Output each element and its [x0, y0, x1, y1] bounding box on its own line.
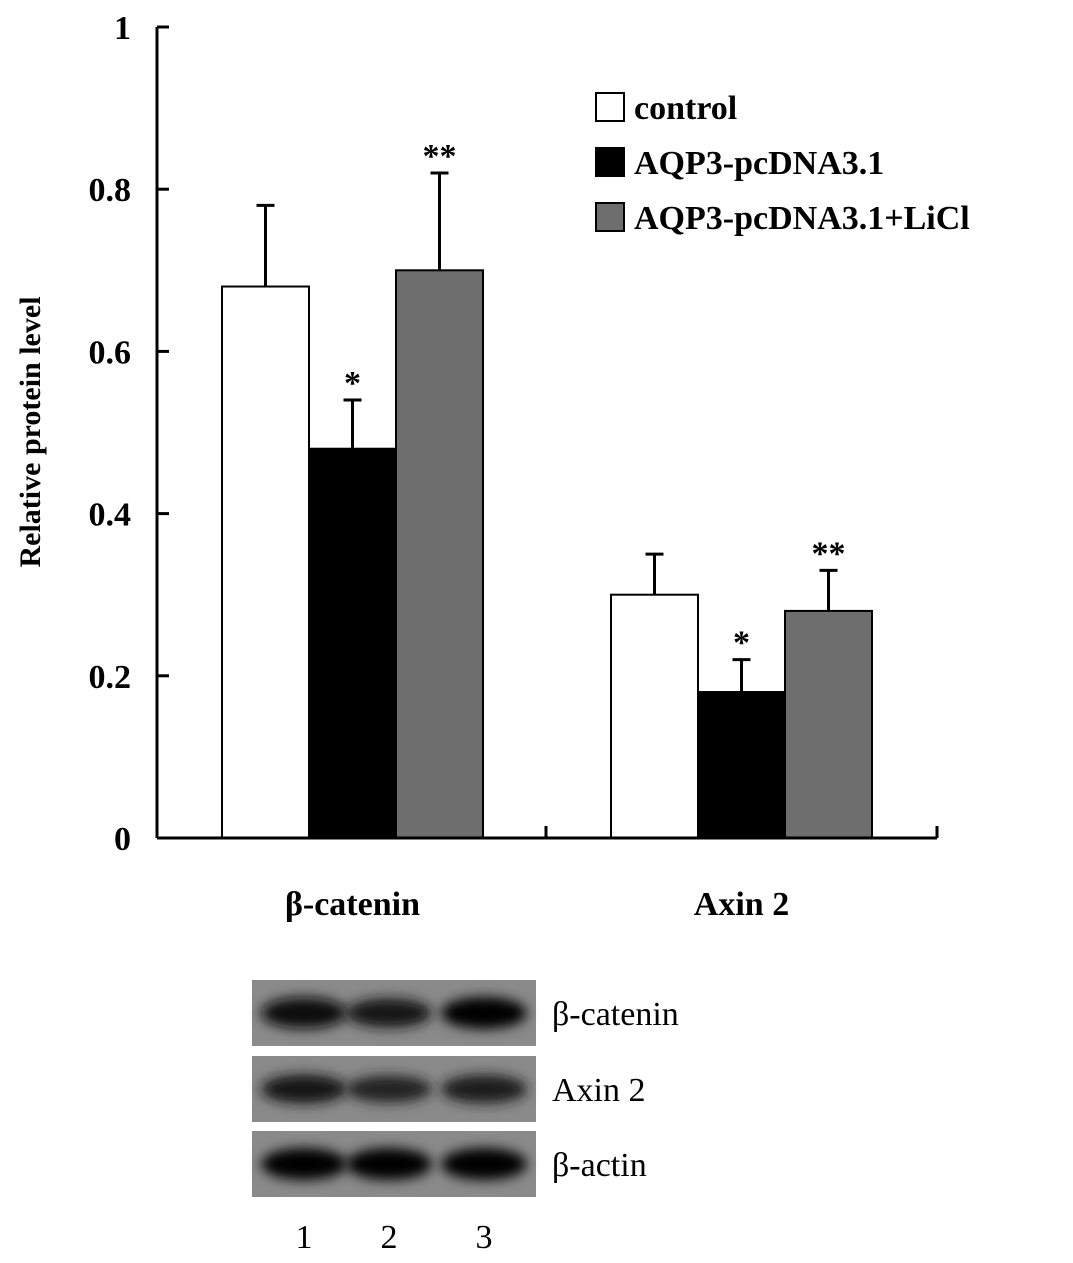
- significance-mark: *: [733, 625, 750, 662]
- axes: [155, 25, 939, 840]
- legend-label: AQP3-pcDNA3.1+LiCl: [634, 200, 970, 237]
- y-tick-label: 0.2: [89, 659, 132, 696]
- legend-label: AQP3-pcDNA3.1: [634, 145, 884, 182]
- bar-2-3: [784, 609, 873, 839]
- y-tick-labels: 0 0.2 0.4 0.6 0.8 1: [89, 10, 132, 858]
- blot-band: [261, 1148, 347, 1180]
- blot-band: [346, 1075, 432, 1103]
- bar-1-3: [395, 269, 484, 839]
- blot-band: [261, 1074, 347, 1104]
- legend-swatch: [595, 147, 625, 177]
- y-tick-label: 0.4: [89, 497, 132, 534]
- legend-swatch: [595, 92, 625, 122]
- bar-1-1: [221, 285, 310, 839]
- x-category-label: β-catenin: [285, 886, 420, 923]
- blot-row-label: β-catenin: [552, 996, 679, 1033]
- significance-mark: *: [344, 365, 361, 402]
- blot-row-label: Axin 2: [552, 1072, 646, 1109]
- lane-label: 3: [476, 1219, 493, 1256]
- bar-1-2: [308, 447, 397, 839]
- blot-band: [261, 997, 347, 1029]
- blot-row-label: β-actin: [552, 1147, 647, 1184]
- legend-label: control: [634, 90, 737, 127]
- bars-group: [221, 269, 873, 840]
- blot-band: [346, 998, 432, 1028]
- y-tick-label: 0.8: [89, 172, 132, 209]
- blot-band: [441, 1074, 527, 1104]
- bar-chart: ****** 00.20.40.60.81 β-catenin Axin 2 Re…: [14, 10, 970, 923]
- blot-band: [346, 1148, 432, 1180]
- blot-band: [441, 997, 527, 1029]
- x-category-labels: β-catenin Axin 2: [285, 886, 789, 923]
- significance-annotations: ******: [344, 138, 846, 662]
- bar-2-1: [610, 593, 699, 840]
- y-axis-label: Relative protein level: [14, 296, 47, 567]
- y-tick-label: 1: [114, 10, 131, 47]
- error-bars-group: [256, 171, 838, 693]
- legend: control AQP3-pcDNA3.1 AQP3-pcDNA3.1+LiCl: [595, 90, 970, 237]
- significance-mark: **: [812, 535, 846, 572]
- blot-band: [441, 1148, 527, 1180]
- lane-label: 1: [296, 1219, 313, 1256]
- x-category-label: Axin 2: [694, 886, 789, 923]
- western-blot: β-catenin Axin 2 β-actin 1 2 3: [252, 980, 679, 1256]
- y-tick-label: 0.6: [89, 334, 132, 371]
- significance-mark: **: [423, 138, 457, 175]
- lane-label: 2: [381, 1219, 398, 1256]
- legend-swatch: [595, 202, 625, 232]
- bar-2-2: [697, 691, 786, 840]
- y-tick-label: 0: [114, 821, 131, 858]
